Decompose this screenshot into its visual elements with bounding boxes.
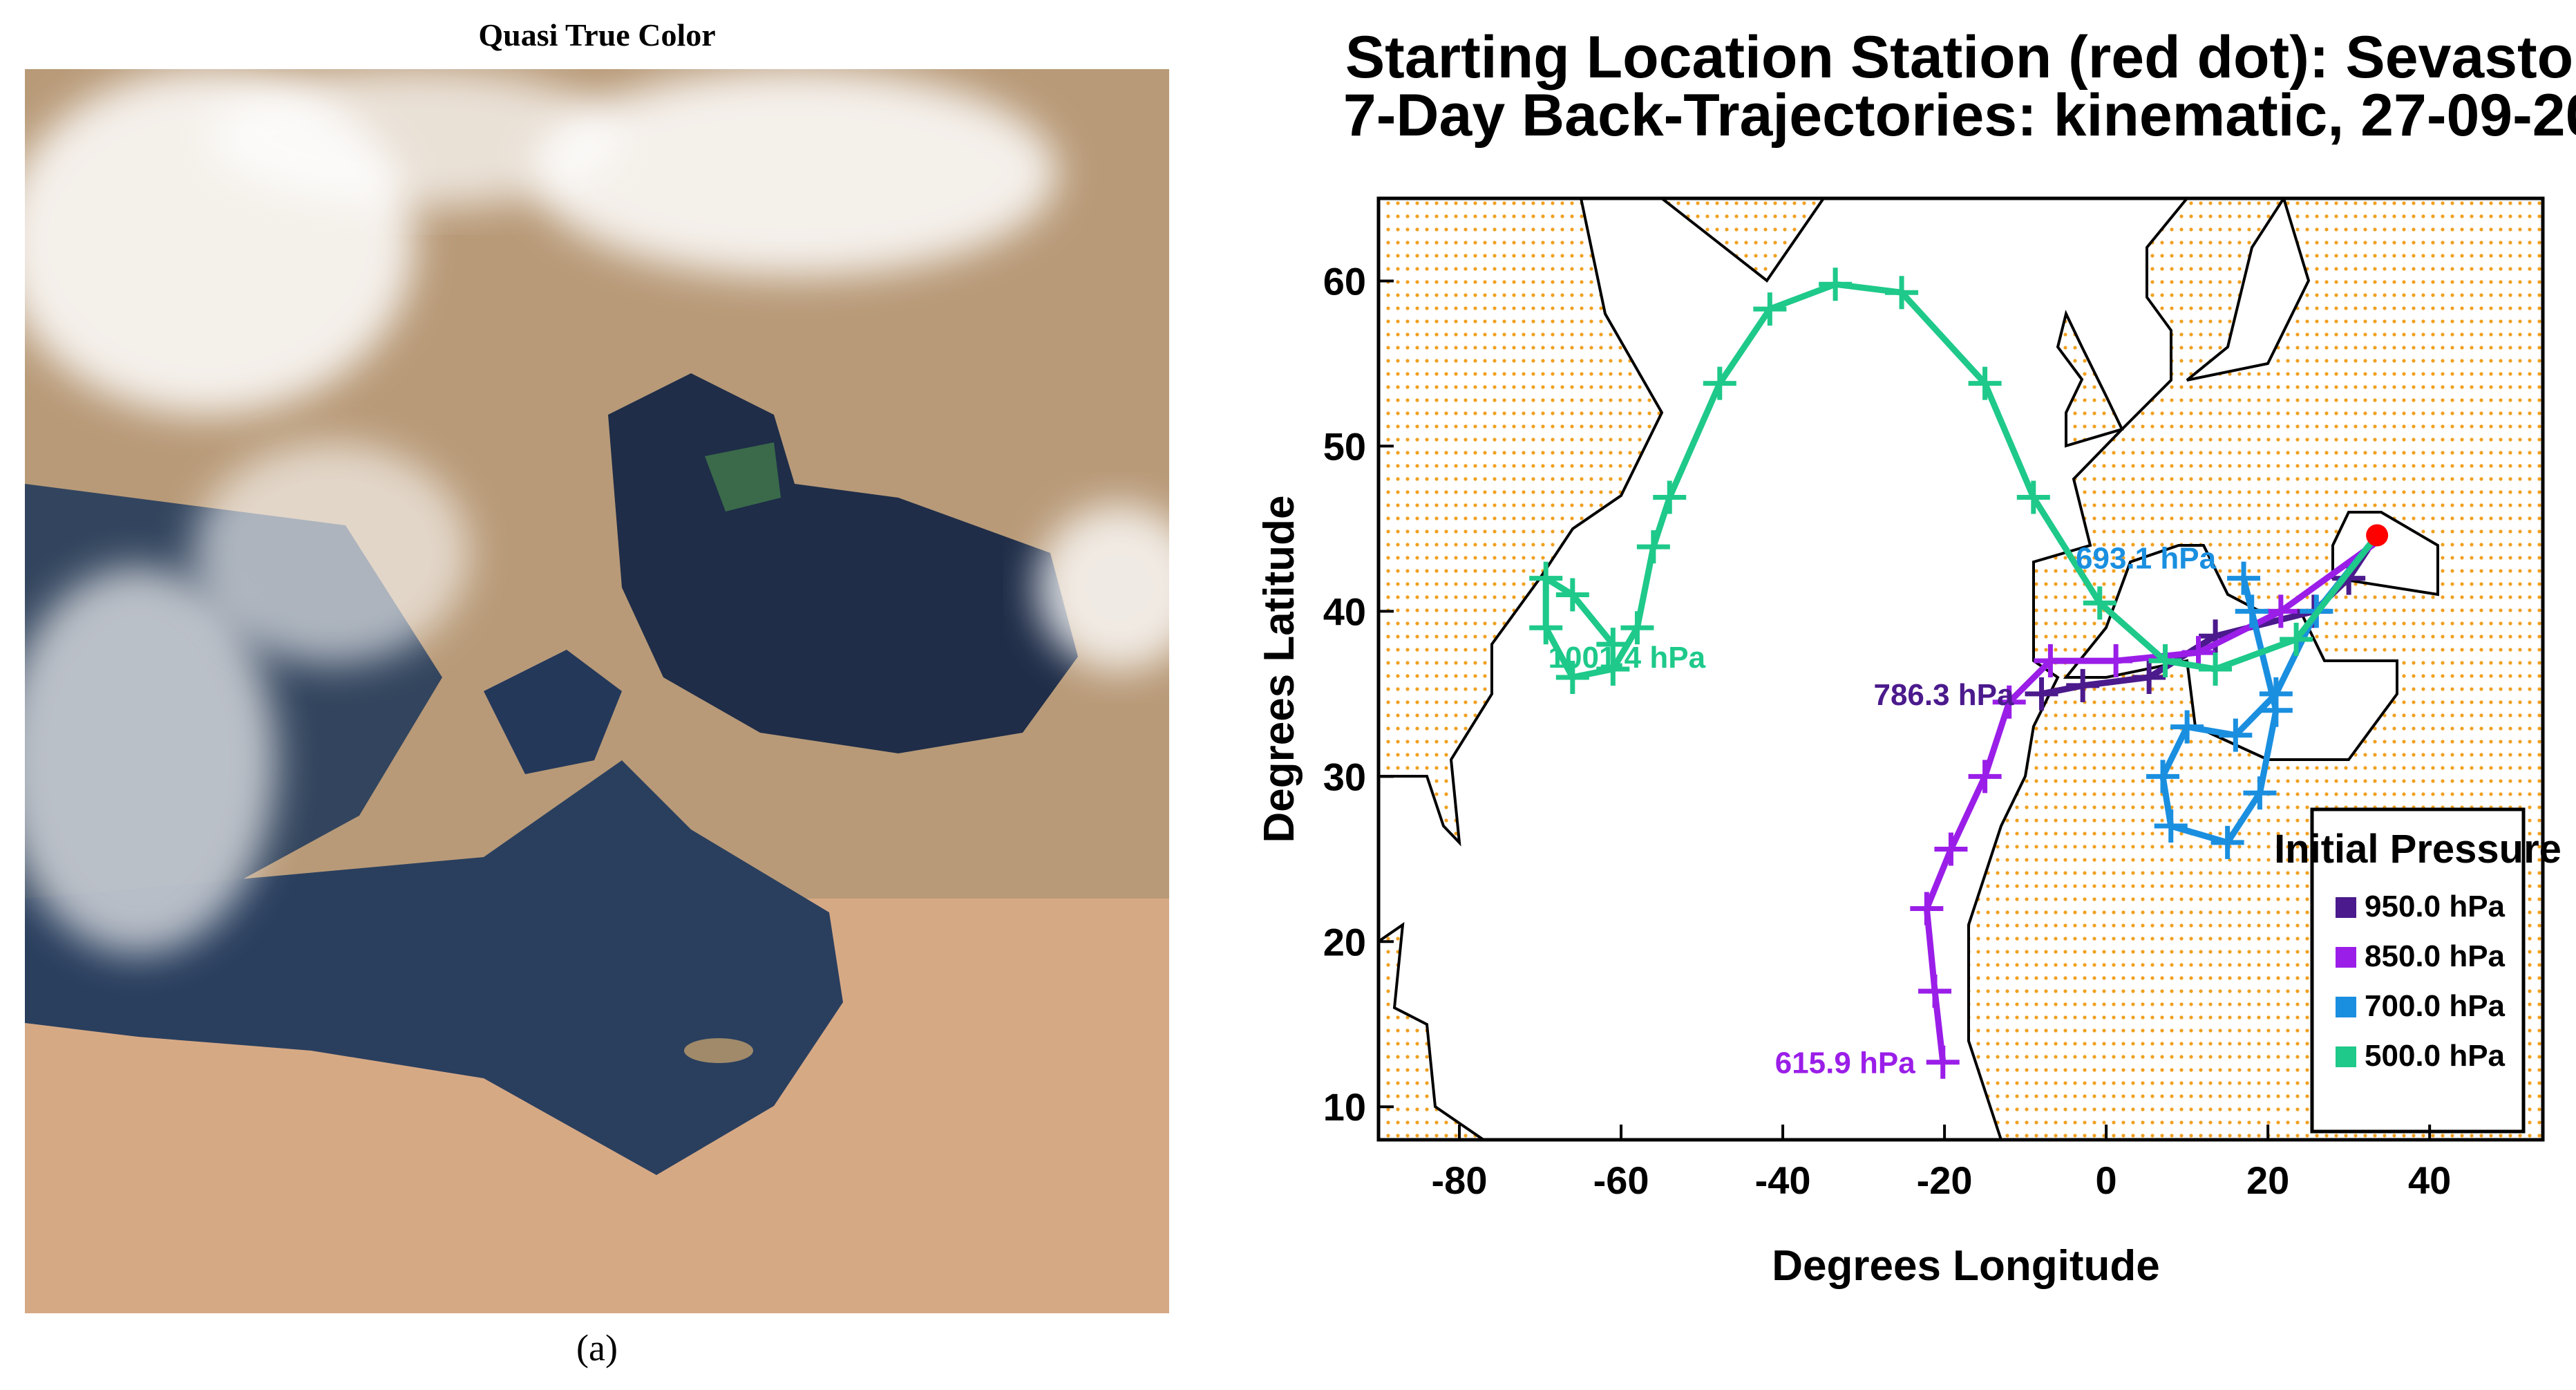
- trajectories: [1529, 267, 2380, 1079]
- trajectory-marker: [2199, 652, 2233, 686]
- trajectory-line: [1542, 281, 2380, 681]
- legend-label: 700.0 hPa: [2365, 989, 2506, 1023]
- chart-title: Starting Location Station (red dot): Sev…: [1345, 24, 2576, 91]
- trajectory-marker: [1636, 530, 1670, 564]
- legend-label: 500.0 hPa: [2365, 1039, 2506, 1073]
- x-tick-label: -60: [1593, 1158, 1649, 1202]
- trajectory-marker: [1968, 366, 2002, 400]
- trajectory-marker: [1596, 628, 1630, 661]
- trajectory-marker: [2170, 710, 2204, 744]
- trajectory-marker: [2146, 760, 2180, 793]
- trajectory-marker: [2066, 668, 2100, 702]
- trajectory-marker: [1885, 276, 1919, 310]
- y-tick-label: 40: [1323, 590, 1366, 633]
- y-tick-label: 30: [1323, 755, 1366, 798]
- y-tick-label: 60: [1323, 259, 1366, 303]
- legend-swatch: [2336, 897, 2356, 918]
- trajectory-marker: [2235, 594, 2269, 628]
- end-label: 1001.4 hPa: [1549, 641, 1706, 675]
- x-tick-label: -80: [1432, 1158, 1488, 1202]
- trajectory-marker: [2083, 586, 2116, 620]
- trajectory-marker: [1910, 892, 1944, 926]
- trajectory-marker: [2210, 825, 2244, 859]
- trajectory-marker: [1529, 561, 1563, 595]
- legend-swatch: [2336, 947, 2356, 968]
- trajectory-marker: [1653, 480, 1687, 514]
- trajectory-marker: [1992, 685, 2026, 719]
- y-tick-label: 20: [1323, 920, 1366, 964]
- trajectory-marker: [1555, 578, 1589, 612]
- legend-label: 850.0 hPa: [2365, 939, 2506, 973]
- trajectory-marker: [1968, 760, 2002, 793]
- x-axis-label: Degrees Longitude: [1772, 1242, 2160, 1290]
- trajectory-marker: [2148, 644, 2182, 678]
- trajectory-marker: [1529, 611, 1563, 645]
- legend-box: [2310, 807, 2526, 1134]
- trajectory-marker: [2259, 693, 2293, 727]
- trajectory-marker: [2219, 718, 2253, 752]
- trajectory-marker: [1555, 660, 1589, 694]
- end-label: 693.1 hPa: [2076, 542, 2217, 576]
- trajectory-marker: [2264, 594, 2298, 628]
- trajectory-marker: [2132, 660, 2166, 694]
- x-tick-label: 40: [2408, 1158, 2451, 1202]
- legend-swatch: [2336, 997, 2356, 1017]
- trajectory-marker: [1620, 611, 1654, 645]
- trajectory-marker: [2280, 622, 2313, 656]
- x-tick-label: -40: [1755, 1158, 1811, 1202]
- trajectory-marker: [1703, 366, 1736, 400]
- end-label: 786.3 hPa: [1873, 678, 2014, 712]
- trajectory-marker: [1918, 974, 1952, 1008]
- legend-swatch: [2336, 1046, 2356, 1067]
- y-axis-label: Degrees Latitude: [1256, 495, 1303, 843]
- legend-label: 950.0 hPa: [2365, 890, 2506, 923]
- chart-subtitle: 7-Day Back-Trajectories: kinematic, 27-0…: [1343, 82, 2576, 149]
- trajectory-marker: [2154, 809, 2188, 843]
- trajectory-marker: [2099, 644, 2133, 678]
- trajectory-marker: [2034, 644, 2067, 678]
- station-marker: [2366, 524, 2389, 547]
- trajectory-marker: [2227, 561, 2261, 595]
- x-tick-label: 20: [2246, 1158, 2289, 1202]
- satellite-image: [25, 69, 1169, 1313]
- image-caption: (a): [576, 1327, 618, 1369]
- image-title: Quasi True Color: [478, 17, 715, 53]
- x-tick-label: -20: [1917, 1158, 1973, 1202]
- y-tick-label: 50: [1323, 424, 1366, 468]
- trajectory-marker: [2025, 677, 2058, 711]
- x-tick-label: 0: [2096, 1158, 2117, 1202]
- trajectory-marker: [1819, 267, 1853, 301]
- plot-frame: [1376, 196, 2545, 1142]
- trajectory-marker: [1753, 292, 1787, 326]
- end-label: 615.9 hPa: [1775, 1046, 1916, 1080]
- y-tick-label: 10: [1323, 1085, 1366, 1129]
- trajectory-marker: [2016, 480, 2050, 514]
- trajectory-marker: [2243, 776, 2277, 810]
- trajectory-marker: [1926, 1045, 1960, 1079]
- legend-title: Initial Pressure: [2274, 827, 2561, 872]
- trajectory-marker: [1934, 832, 1968, 866]
